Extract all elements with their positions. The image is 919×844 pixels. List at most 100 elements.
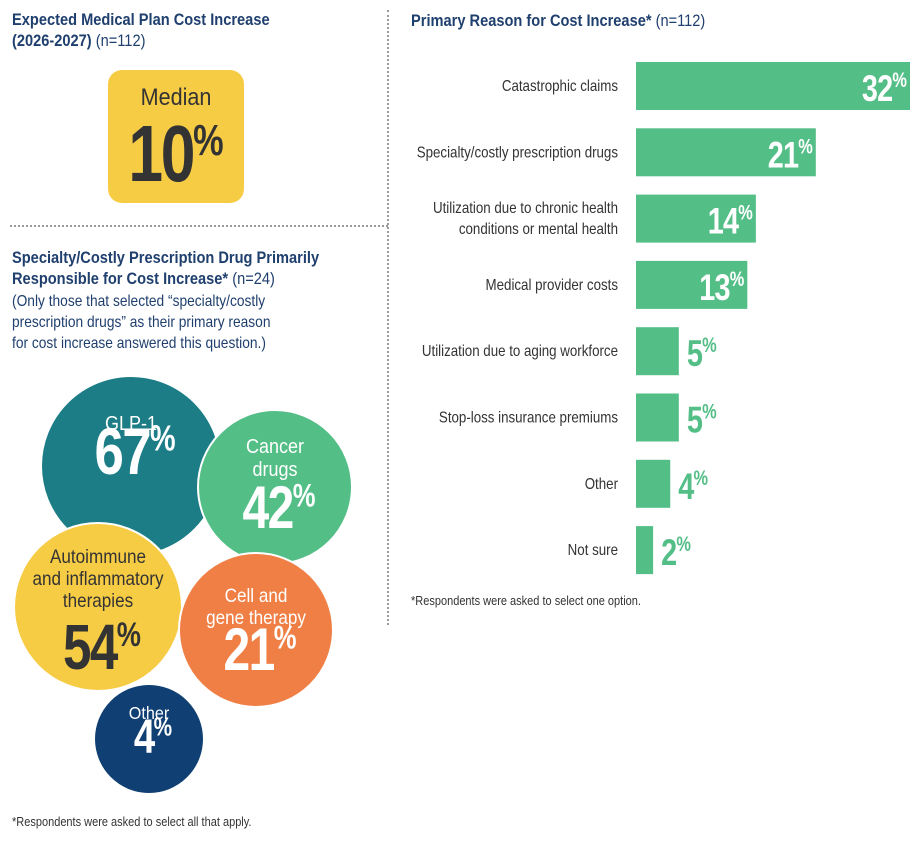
category-label: Specialty/costly prescription drugs <box>417 144 618 161</box>
bubble-value-number: 21 <box>224 616 275 683</box>
bubble-label-line: Cell and <box>225 585 288 606</box>
bubble-value-number: 4 <box>134 711 155 764</box>
bubble-value: 42% <box>243 474 316 541</box>
bubble-value-number: 54 <box>63 613 118 684</box>
bar-value-unit: % <box>694 466 709 489</box>
bar-value-number: 14 <box>708 201 740 242</box>
category-label-line: Other <box>585 476 618 493</box>
bar-value-number: 4 <box>678 466 695 507</box>
bar-group: Medical provider costs 13% <box>486 260 748 309</box>
median-value: 10% <box>123 108 229 200</box>
bar <box>636 62 910 110</box>
bubble-label-line: drugs <box>252 459 297 481</box>
category-label: Utilization due to chronic health conditi… <box>433 200 618 238</box>
bubble-value-unit: % <box>154 713 173 742</box>
expected-increase-title-line2: (2026-2027) <box>12 31 92 50</box>
bar-value-number: 5 <box>687 400 703 441</box>
vertical-divider <box>387 10 389 625</box>
bar-value-label: 2% <box>661 532 691 574</box>
category-label-line: conditions or mental health <box>459 221 618 238</box>
bar <box>636 128 816 177</box>
bubble-label-line: Cancer <box>246 436 305 458</box>
bar <box>636 393 679 442</box>
specialty-drug-title-line1: Specialty/Costly Prescription Drug Prima… <box>12 248 320 267</box>
median-number: 10 <box>128 109 195 198</box>
bubble-value-unit: % <box>150 417 176 458</box>
bar-value-number: 21 <box>768 135 799 176</box>
bar-value-number: 32 <box>862 69 893 110</box>
bar-value-unit: % <box>702 400 717 423</box>
bar-value-number: 13 <box>699 268 730 309</box>
specialty-drug-note: (Only those that selected “specialty/cos… <box>12 291 270 354</box>
bubble-value: 21% <box>224 616 297 683</box>
horizontal-divider <box>10 225 388 227</box>
bar-group: Catastrophic claims 32% <box>502 62 910 110</box>
bubble-label-line: therapies <box>63 590 133 611</box>
category-label: Other <box>585 476 618 493</box>
category-label: Catastrophic claims <box>502 78 618 95</box>
primary-reason-footnote: *Respondents were asked to select one op… <box>411 594 641 608</box>
bar-group: Other 4% <box>585 459 708 508</box>
bubble-label-line: gene therapy <box>206 607 306 628</box>
bar-value-label: 5% <box>687 333 717 375</box>
specialty-drug-footnote: *Respondents were asked to select all th… <box>12 815 252 829</box>
expected-increase-title: Expected Medical Plan Cost Increase (202… <box>12 9 270 51</box>
bar-value-unit: % <box>730 267 745 290</box>
category-label: Utilization due to aging workforce <box>422 343 618 360</box>
bubble-value: 67% <box>94 414 175 488</box>
bar <box>636 327 679 376</box>
bar-value-number: 5 <box>687 334 703 375</box>
bubble-value: 54% <box>63 613 141 684</box>
specialty-drug-note-line2: prescription drugs” as their primary rea… <box>12 314 271 331</box>
bar <box>636 194 756 243</box>
bubble-value: 4% <box>134 711 172 764</box>
bar-value-unit: % <box>798 134 813 157</box>
specialty-drug-note-line1: (Only those that selected “specialty/cos… <box>12 293 266 310</box>
bar-value-number: 2 <box>661 533 677 574</box>
specialty-drug-n: (n=24) <box>232 269 275 288</box>
bar-group: Utilization due to aging workforce 5% <box>422 327 717 376</box>
bubble-label: Other <box>129 703 170 723</box>
bar-value-unit: % <box>738 201 753 224</box>
bar-value-label: 32% <box>862 68 907 110</box>
bar-group: Stop-loss insurance premiums 5% <box>439 393 717 442</box>
bubble-label: Cell and gene therapy <box>206 585 306 628</box>
category-label-line: Stop-loss insurance premiums <box>439 410 618 427</box>
category-label-line: Medical provider costs <box>486 277 618 294</box>
bar-value-unit: % <box>892 68 907 91</box>
bar-value-label: 5% <box>687 400 717 442</box>
bubble-label-line: GLP-1 <box>105 413 157 435</box>
bar <box>636 260 748 309</box>
bubble-label-line: Other <box>129 703 170 723</box>
bar <box>636 459 671 508</box>
expected-increase-title-line1: Expected Medical Plan Cost Increase <box>12 10 270 29</box>
bar-value-label: 4% <box>678 466 708 508</box>
bar-group: Not sure 2% <box>568 526 691 575</box>
bubble-value-unit: % <box>274 621 297 656</box>
bubble-value-number: 67 <box>94 414 150 488</box>
bubble-circle <box>93 683 205 795</box>
category-label-line: Specialty/costly prescription drugs <box>417 144 618 161</box>
expected-increase-n: (n=112) <box>95 31 146 50</box>
specialty-drug-title-line2: Responsible for Cost Increase* <box>12 269 229 288</box>
specialty-drug-title: Specialty/Costly Prescription Drug Prima… <box>12 247 319 289</box>
category-label-line: Utilization due to aging workforce <box>422 343 618 360</box>
bubble-circle <box>178 552 334 708</box>
primary-reason-n: (n=112) <box>655 11 706 30</box>
category-label-line: Catastrophic claims <box>502 78 618 95</box>
bar-value-unit: % <box>702 333 717 356</box>
median-box: Median 10% <box>108 70 244 203</box>
specialty-drug-note-line3: for cost increase answered this question… <box>12 335 266 352</box>
bubble: GLP-167% <box>40 375 222 557</box>
category-label: Medical provider costs <box>486 277 618 294</box>
category-label-line: Utilization due to chronic health <box>433 200 618 217</box>
bubble-label-line: and inflammatory <box>32 568 163 589</box>
bar-group: Specialty/costly prescription drugs 21% <box>417 128 816 177</box>
primary-reason-title-text: Primary Reason for Cost Increase* <box>411 11 652 30</box>
category-label-line: Not sure <box>568 542 618 559</box>
bubble-label: GLP-1 <box>105 413 157 435</box>
bubble-label-line: Autoimmune <box>50 546 146 567</box>
